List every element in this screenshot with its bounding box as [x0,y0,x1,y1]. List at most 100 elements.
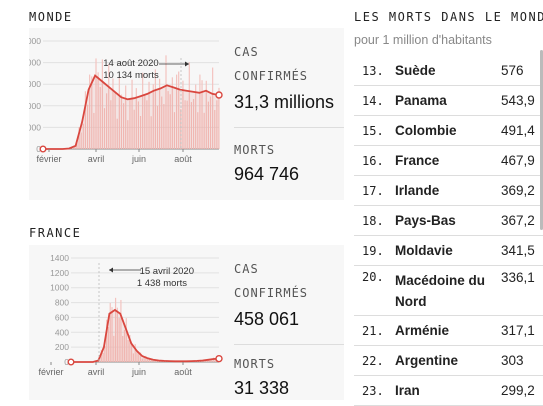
y-tick-label: 4 000 [29,101,41,111]
world-deaths-value: 964 746 [234,164,300,184]
series-area [43,75,219,149]
x-tick-label: juin [131,154,146,164]
deaths-per-million: 317,1 [501,323,535,338]
series-end-point [215,91,223,99]
country-name: Argentine [395,353,459,368]
world-deaths-block: MORTS 964 746 [234,138,344,185]
deaths-per-million: 341,5 [501,243,535,258]
y-tick-label: 2 000 [29,122,41,132]
y-tick-label: 8 000 [29,58,41,68]
country-name: France [395,153,440,168]
world-cases-value: 31,3 millions [234,92,335,112]
ranking-row: 18. Pays-Bas 367,2 [354,206,543,236]
x-tick-label: février [38,367,63,377]
series-line [43,74,220,150]
ranking-row: 23. Iran 299,2 [354,376,543,406]
deaths-per-million: 576 [501,63,524,78]
rank-number: 21. [362,323,384,338]
y-tick-label: 0 [64,357,69,367]
france-deaths-block: MORTS 31 338 [234,352,344,399]
rank-number: 13. [362,63,384,78]
rank-number: 19. [362,243,384,258]
country-name: Macédoine du Nord [395,273,486,309]
country-name: Panama [395,93,447,108]
france-cases-block: CAS CONFIRMÉS 458 061 [234,257,344,330]
france-section-title: FRANCE [29,226,82,240]
x-tick-label: août [174,154,192,164]
world-cases-block: CAS CONFIRMÉS 31,3 millions [234,40,344,113]
deaths-per-million: 336,1 [501,270,535,285]
x-tick-label: avril [88,154,105,164]
deaths-per-million: 467,9 [501,153,535,168]
rank-number: 14. [362,93,384,108]
ranking-row: 22. Argentine 303 [354,346,543,376]
country-name: Moldavie [395,243,453,258]
france-deaths-label: MORTS [234,357,276,371]
x-tick-label: juin [131,367,146,377]
france-cases-label-2: CONFIRMÉS [234,286,309,300]
world-section-title: MONDE [29,10,73,24]
world-cases-label: CAS [234,45,259,59]
country-name: Irlande [395,183,440,198]
ranking-row: 17. Irlande 369,2 [354,176,543,206]
france-cases-value: 458 061 [234,309,300,329]
deaths-per-million: 367,2 [501,213,535,228]
world-cases-label-2: CONFIRMÉS [234,69,309,83]
france-stat-divider [234,344,344,345]
ranking-row: 16. France 467,9 [354,146,543,176]
y-tick-label: 10 000 [29,36,41,46]
ranking-row: 21. Arménie 317,1 [354,316,543,346]
y-tick-label: 1000 [50,283,69,293]
deaths-per-million: 491,4 [501,123,535,138]
deaths-per-million: 543,9 [501,93,535,108]
deaths-per-million: 303 [501,353,524,368]
ranking-list: 13. Suède 576 14. Panama 543,9 15. Colombie 49… [354,56,543,406]
y-tick-label: 400 [55,327,69,337]
series-start-point [67,358,75,366]
y-tick-label: 0 [36,144,41,154]
series-end-point [215,354,223,363]
france-cases-label: CAS [234,262,259,276]
annotation-date: 15 avril 2020 [140,266,194,277]
rank-number: 16. [362,153,384,168]
country-name: Arménie [395,323,450,338]
ranking-row: 13. Suède 576 [354,56,543,86]
series-line [71,308,220,363]
y-tick-label: 1400 [50,253,69,263]
annotation-arrowhead [109,267,113,273]
rank-number: 18. [362,213,384,228]
country-name: Suède [395,63,436,78]
rank-number: 22. [362,353,384,368]
world-card [29,28,344,200]
x-tick-label: août [174,367,192,377]
country-name: Iran [395,383,420,398]
series-start-point [39,145,47,153]
france-deaths-value: 31 338 [234,378,290,398]
ranking-row: 20. Macédoine du Nord 336,1 [354,266,543,316]
deaths-per-million: 299,2 [501,383,535,398]
rank-number: 17. [362,183,384,198]
y-tick-label: 200 [55,342,69,352]
y-tick-label: 6 000 [29,79,41,89]
world-stat-divider [234,127,344,128]
x-tick-label: avril [88,367,105,377]
y-tick-label: 800 [55,298,69,308]
y-tick-label: 600 [55,312,69,322]
rank-number: 15. [362,123,384,138]
ranking-row: 19. Moldavie 341,5 [354,236,543,266]
ranking-row: 14. Panama 543,9 [354,86,543,116]
annotation-value: 1 438 morts [137,278,187,289]
rank-number: 20. [362,270,384,284]
x-tick-label: février [36,154,61,164]
y-tick-label: 1200 [50,268,69,278]
ranking-title: LES MORTS DANS LE MONDE [354,10,543,24]
country-name: Colombie [395,123,457,138]
annotation-arrowhead [185,61,189,67]
ranking-scrollbar[interactable] [540,50,543,230]
world-deaths-label: MORTS [234,143,276,157]
rank-number: 23. [362,383,384,398]
annotation-value: 10 134 morts [103,70,159,81]
france-card [29,245,344,400]
